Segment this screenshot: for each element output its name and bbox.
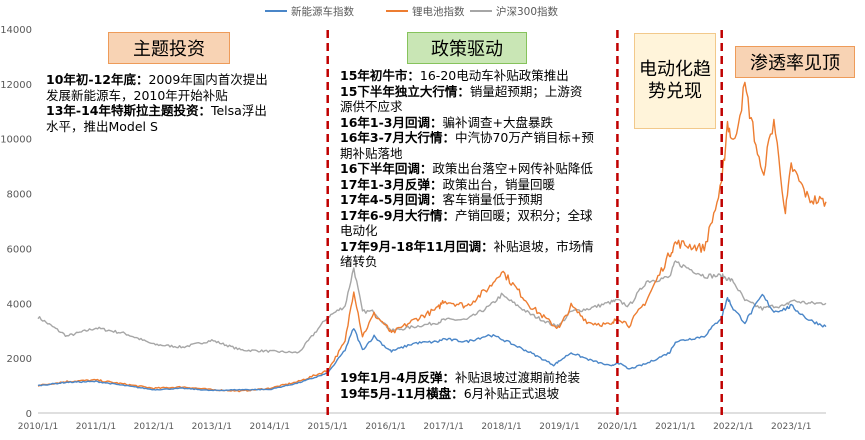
x-tick-label: 2015/1/1: [307, 422, 347, 432]
y-tick-label: 14000: [0, 25, 32, 36]
x-tick-label: 2016/1/1: [365, 422, 405, 432]
x-tick-label: 2019/1/1: [539, 422, 579, 432]
phase-label-policy-driven: 政策驱动: [407, 32, 527, 64]
annotation-line: 15年初牛市：16-20电动车补贴政策推出: [340, 68, 569, 83]
x-tick-label: 2018/1/1: [481, 422, 521, 432]
y-tick-label: 2000: [7, 354, 32, 365]
x-tick-label: 2010/1/1: [18, 422, 58, 432]
x-tick-label: 2013/1/1: [192, 422, 232, 432]
phase-label-theme-investing: 主题投资: [108, 32, 230, 64]
annotation-line: 13年-14年特斯拉主题投资：Telsa浮出: [46, 103, 267, 118]
phase-dividers: [326, 30, 723, 420]
x-tick-label: 2011/1/1: [76, 422, 116, 432]
annotation-policy-driven: 15年初牛市：16-20电动车补贴政策推出 15下半年独立大行情：销量超预期；上游…: [340, 68, 620, 270]
annotation-line: 16年3-7月大行情：中汽协70万产销目标+预: [340, 130, 594, 145]
x-tick-label: 2021/1/1: [655, 422, 695, 432]
x-tick-label: 2012/1/1: [134, 422, 174, 432]
phase-label-electrification: 电动化趋势兑现: [634, 33, 716, 129]
annotation-line: 19年1月-4月反弹：补贴退坡过渡期前抢装: [340, 370, 580, 385]
legend: 新能源车指数 锂电池指数 沪深300指数: [265, 5, 559, 18]
y-tick-label: 6000: [7, 244, 32, 255]
x-tick-label: 2022/1/1: [713, 422, 753, 432]
y-tick-label: 0: [26, 409, 32, 420]
x-axis: 2010/1/1 2011/1/1 2012/1/1 2013/1/1 2014/1/1…: [18, 412, 826, 432]
series-line-0: [37, 293, 827, 392]
y-tick-label: 12000: [0, 80, 32, 91]
annotation-line: 水平，推出Model S: [46, 118, 158, 134]
annotation-line: 源供不应求: [340, 99, 403, 114]
annotation-line: 10年初-12年底：2009年国内首次提出: [46, 72, 268, 87]
annotation-line: 16下半年回调：政策出台落空+网传补贴降低: [340, 161, 593, 176]
annotation-theme-investing: 10年初-12年底：2009年国内首次提出 发展新能源车，2010年开始补贴 13年…: [46, 72, 306, 134]
annotation-line: 绪转负: [340, 254, 378, 269]
x-tick-label: 2023/1/1: [771, 422, 811, 432]
phase-label-penetration-peak: 渗透率见顶: [735, 46, 855, 78]
y-tick-label: 8000: [7, 190, 32, 201]
y-tick-label: 4000: [7, 299, 32, 310]
legend-label: 新能源车指数: [291, 5, 354, 18]
x-tick-label: 2017/1/1: [423, 422, 463, 432]
y-axis: 0 2000 4000 6000 8000 10000 12000 14000: [0, 25, 32, 420]
annotation-line: 期补贴落地: [340, 145, 403, 161]
series-line-1: [37, 81, 827, 393]
x-tick-label: 2020/1/1: [597, 422, 637, 432]
y-tick-label: 10000: [0, 135, 32, 146]
x-tick-label: 2014/1/1: [250, 422, 290, 432]
annotation-line: 17年4-5月回调：客车销量低于预期: [340, 192, 543, 207]
annotation-line: 17年6-9月大行情：产销回暖；双积分；全球: [340, 207, 593, 223]
annotation-line: 15下半年独立大行情：销量超预期；上游资: [340, 83, 583, 99]
series-layer: [37, 81, 827, 393]
annotation-line: 19年5月-11月横盘：6月补贴正式退坡: [340, 385, 560, 401]
annotation-line: 17年9月-18年11月回调：补贴退坡，市场情: [340, 238, 594, 254]
annotation-line: 发展新能源车，2010年开始补贴: [46, 87, 228, 103]
legend-label: 锂电池指数: [412, 5, 465, 18]
legend-label: 沪深300指数: [496, 5, 559, 18]
annotation-line: 电动化: [340, 223, 378, 238]
annotation-line: 17年1-3月反弹：政策出台，销量回暖: [340, 176, 555, 192]
series-line-2: [37, 260, 827, 354]
annotation-2019: 19年1月-4月反弹：补贴退坡过渡期前抢装 19年5月-11月横盘：6月补贴正式退…: [340, 370, 620, 401]
annotation-line: 16年1-3月回调：骗补调查+大盘暴跌: [340, 114, 553, 130]
